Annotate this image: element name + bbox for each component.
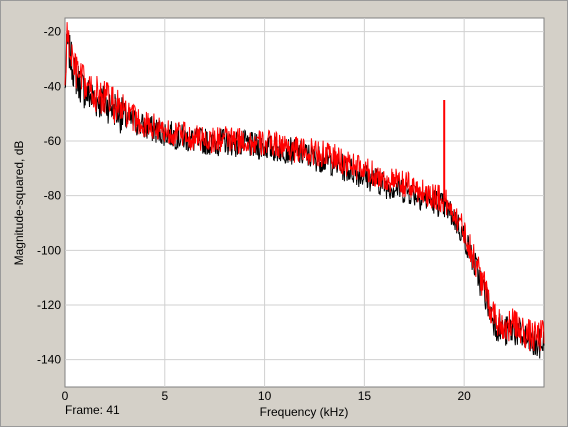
- plot-area: [64, 17, 545, 388]
- y-tick-label: -120: [37, 298, 61, 312]
- series-line-2: [64, 22, 545, 352]
- y-tick-labels: -20 -40 -60 -80 -100 -120 -140: [37, 25, 61, 367]
- y-tick-label: -80: [44, 189, 62, 203]
- y-axis-label: Magnitude-squared, dB: [12, 141, 26, 266]
- x-tick-label: 15: [358, 389, 372, 403]
- x-axis-label: Frequency (kHz): [260, 405, 349, 419]
- frame-counter: Frame: 41: [65, 403, 120, 417]
- x-tick-label: 20: [457, 389, 471, 403]
- y-tick-label: -60: [44, 134, 62, 148]
- x-tick-label: 0: [62, 389, 69, 403]
- x-tick-label: 10: [258, 389, 272, 403]
- y-tick-label: -20: [44, 25, 62, 39]
- x-tick-label: 5: [161, 389, 168, 403]
- grid-lines: [65, 18, 544, 387]
- series-layer: [64, 22, 545, 359]
- y-tick-label: -40: [44, 79, 62, 93]
- y-tick-label: -140: [37, 353, 61, 367]
- x-tick-labels: 0 5 10 15 20: [62, 389, 472, 403]
- y-tick-label: -100: [37, 243, 61, 257]
